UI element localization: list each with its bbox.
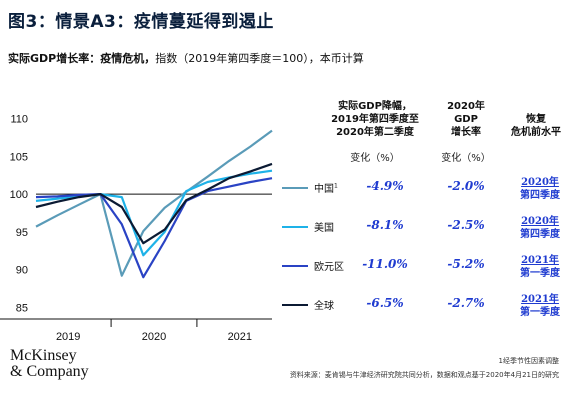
x-tick-label: 2019: [56, 331, 80, 340]
decline-column-unit: 变化（%）: [350, 153, 400, 164]
decline-head-line-3: 2020年第二季度: [336, 127, 414, 138]
recovery-column-header: 恢复 危机前水平: [503, 113, 569, 139]
mckinsey-logo: McKinsey & Company: [10, 348, 89, 380]
growth-head-line-3: 增长率: [451, 127, 481, 138]
recovery-value: 2021年 第一季度: [515, 293, 565, 319]
growth-column-unit: 变化（%）: [441, 153, 491, 164]
y-tick-label: 90: [16, 265, 28, 277]
recovery-year: 2020年: [521, 177, 559, 188]
subtitle-bold: 实际GDP增长率：疫情危机，: [8, 52, 156, 65]
series-line: [35, 129, 273, 277]
recovery-quarter: 第四季度: [520, 229, 560, 240]
decline-value: -6.5%: [366, 296, 404, 310]
recovery-year: 2021年: [521, 255, 559, 266]
footnote: 1经季节性因素调整: [498, 357, 559, 365]
row-label: 美国: [314, 219, 334, 234]
growth-head-line-1: 2020年: [447, 101, 485, 112]
chart-series: [35, 129, 273, 279]
legend-swatch-global: [282, 304, 308, 306]
row-label-text: 美国: [314, 223, 334, 234]
decline-value: -11.0%: [362, 257, 408, 271]
recovery-value: 2020年 第四季度: [515, 176, 565, 202]
growth-head-line-2: GDP: [454, 114, 478, 125]
recovery-quarter: 第四季度: [520, 190, 560, 201]
table-row: 欧元区 -11.0% -5.2%: [282, 248, 569, 284]
x-tick-label: 2020: [142, 331, 166, 340]
y-tick-label: 95: [16, 227, 28, 239]
decline-column-header: 实际GDP降幅， 2019年第四季度至 2020年第二季度: [330, 100, 420, 139]
recovery-year: 2021年: [521, 294, 559, 305]
row-label: 欧元区: [314, 258, 344, 273]
recovery-head-line-1: 恢复: [526, 114, 546, 125]
growth-value: -5.2%: [447, 257, 485, 271]
decline-head-line-1: 实际GDP降幅，: [338, 101, 412, 112]
y-tick-label: 85: [16, 302, 28, 314]
y-tick-label: 105: [10, 151, 28, 163]
page-title: 图3：情景A3：疫情蔓延得到遏止: [8, 12, 274, 32]
table-row: 全球 -6.5% -2.7%: [282, 287, 569, 323]
logo-line-2: & Company: [10, 363, 89, 380]
y-tick-label: 100: [10, 189, 28, 201]
logo-line-1: McKinsey: [10, 347, 77, 364]
x-axis: 2019 2020 2021: [0, 318, 272, 340]
chart-subtitle: 实际GDP增长率：疫情危机，指数（2019年第四季度＝100），本币计算: [8, 50, 364, 66]
chart-grid: 85 90 95 100 105 110: [10, 114, 272, 314]
series-line: [35, 169, 273, 257]
row-label-text: 欧元区: [314, 262, 344, 273]
y-tick-label: 110: [10, 114, 28, 126]
legend-swatch-china: [282, 187, 308, 189]
subtitle-normal: 指数（2019年第四季度＝100），本币计算: [155, 52, 364, 65]
growth-column-header: 2020年 GDP 增长率: [436, 100, 496, 139]
table-row: 中国1 -4.9% -2.0%: [282, 170, 569, 206]
recovery-head-line-2: 危机前水平: [511, 127, 561, 138]
row-label: 中国1: [314, 180, 338, 195]
source-note: 资料来源：麦肯锡与牛津经济研究院共同分析，数据和观点基于2020年4月21日的研…: [289, 371, 559, 379]
recovery-quarter: 第一季度: [520, 307, 560, 318]
growth-value: -2.0%: [447, 179, 485, 193]
row-label: 全球: [314, 297, 334, 312]
table-row: 美国 -8.1% -2.5%: [282, 209, 569, 245]
row-label-text: 全球: [314, 301, 334, 312]
line-chart: 85 90 95 100 105 110 2019 2020 2021: [0, 114, 273, 340]
row-label-text: 中国: [314, 184, 334, 195]
series-line: [35, 162, 273, 245]
recovery-value: 2021年 第一季度: [515, 254, 565, 280]
recovery-quarter: 第一季度: [520, 268, 560, 279]
recovery-value: 2020年 第四季度: [515, 215, 565, 241]
decline-head-line-2: 2019年第四季度至: [331, 114, 419, 125]
growth-value: -2.7%: [447, 296, 485, 310]
row-label-footnote-mark: 1: [334, 182, 338, 190]
x-tick-label: 2021: [228, 331, 252, 340]
decline-value: -4.9%: [366, 179, 404, 193]
legend-swatch-us: [282, 226, 308, 228]
growth-value: -2.5%: [447, 218, 485, 232]
decline-value: -8.1%: [366, 218, 404, 232]
series-line: [35, 177, 273, 279]
legend-swatch-eurozone: [282, 265, 308, 267]
recovery-year: 2020年: [521, 216, 559, 227]
